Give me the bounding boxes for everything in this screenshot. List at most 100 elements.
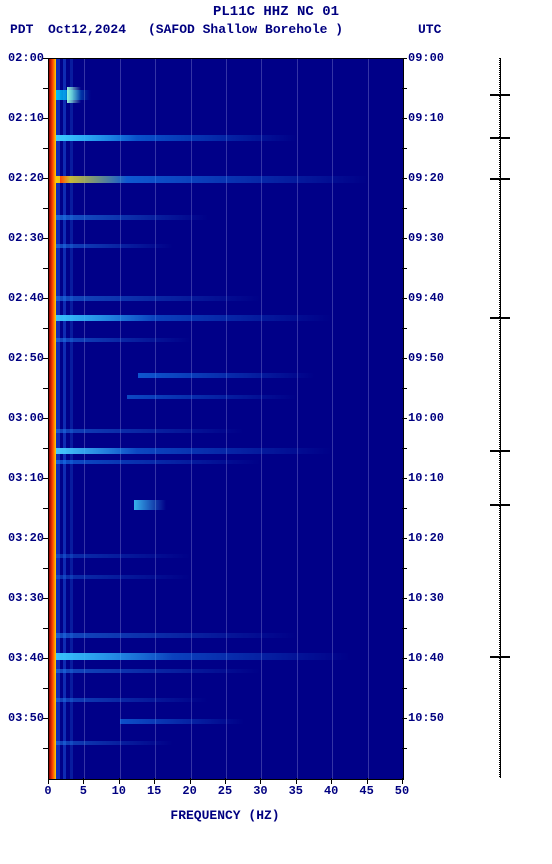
seis-trace — [499, 620, 501, 621]
seis-trace — [499, 552, 501, 553]
seis-trace — [499, 598, 501, 599]
seis-trace — [499, 548, 501, 549]
seis-trace — [499, 68, 501, 69]
seis-trace — [499, 644, 501, 645]
seis-trace — [499, 226, 501, 227]
seis-trace — [499, 514, 502, 515]
seis-trace — [499, 308, 500, 309]
seis-trace — [499, 448, 501, 449]
seis-trace — [499, 500, 502, 501]
event-band — [56, 669, 261, 673]
seis-trace — [499, 664, 500, 665]
seis-trace — [499, 66, 500, 67]
seis-trace — [499, 704, 502, 705]
seis-trace — [499, 642, 500, 643]
seis-trace — [499, 262, 501, 263]
low-freq-bar — [49, 59, 56, 779]
seis-trace — [499, 522, 502, 523]
seis-trace — [499, 216, 501, 217]
seis-trace — [499, 400, 500, 401]
seis-trace — [499, 474, 501, 475]
seis-trace — [499, 366, 500, 367]
seis-trace — [499, 584, 501, 585]
seis-trace — [499, 378, 501, 379]
seis-trace — [499, 556, 500, 557]
seis-trace — [499, 686, 501, 687]
seis-trace — [499, 346, 500, 347]
seis-trace — [499, 696, 500, 697]
seis-trace — [499, 750, 502, 751]
event-band — [56, 460, 261, 464]
seis-trace — [499, 214, 501, 215]
y-tick-mark — [402, 628, 407, 629]
seis-trace — [499, 326, 501, 327]
seis-trace — [499, 274, 501, 275]
label-date: Oct12,2024 — [48, 22, 126, 37]
seis-trace — [499, 374, 501, 375]
seis-trace — [499, 728, 501, 729]
label-tz-right: UTC — [418, 22, 441, 37]
seis-trace — [499, 466, 501, 467]
seis-trace — [499, 716, 500, 717]
seis-trace — [499, 344, 501, 345]
seis-trace — [499, 688, 500, 689]
seis-trace — [499, 224, 501, 225]
y-tick-mark — [43, 358, 48, 359]
y-tick-right: 10:30 — [408, 591, 444, 605]
seis-trace — [499, 758, 501, 759]
seis-trace — [499, 266, 501, 267]
seis-trace — [499, 220, 501, 221]
seis-trace — [499, 454, 502, 455]
event-band — [67, 87, 81, 103]
seis-trace — [499, 230, 500, 231]
seis-trace — [499, 480, 501, 481]
seis-trace — [499, 140, 501, 141]
seis-trace — [499, 322, 500, 323]
seis-trace — [499, 372, 502, 373]
seis-trace — [499, 558, 500, 559]
y-tick-right: 09:50 — [408, 351, 444, 365]
seis-trace — [499, 270, 501, 271]
seis-trace — [499, 648, 501, 649]
y-tick-mark — [43, 178, 48, 179]
seis-trace — [499, 566, 501, 567]
event-band — [56, 653, 173, 660]
seis-trace — [499, 102, 501, 103]
y-tick-mark — [43, 298, 48, 299]
y-tick-left: 02:00 — [8, 51, 44, 65]
seismogram-box — [490, 58, 510, 778]
seis-trace — [499, 528, 502, 529]
seis-trace — [499, 142, 501, 143]
seis-trace — [499, 198, 500, 199]
seis-trace — [499, 434, 500, 435]
y-tick-mark — [402, 268, 407, 269]
seis-trace — [499, 706, 500, 707]
seis-trace — [499, 310, 502, 311]
y-tick-mark — [43, 328, 48, 329]
seis-trace — [499, 74, 500, 75]
seis-trace — [499, 342, 501, 343]
seis-trace — [499, 616, 500, 617]
seis-trace — [499, 296, 502, 297]
seis-trace — [499, 524, 502, 525]
seis-trace — [499, 356, 501, 357]
seis-trace — [499, 520, 501, 521]
seis-trace — [499, 502, 501, 503]
y-tick-mark — [402, 208, 407, 209]
seis-trace — [499, 248, 500, 249]
seis-trace — [499, 382, 500, 383]
seis-trace — [499, 368, 501, 369]
seis-trace — [499, 412, 500, 413]
seis-trace — [499, 420, 500, 421]
seis-trace — [499, 690, 500, 691]
y-tick-mark — [402, 508, 407, 509]
seis-trace — [499, 196, 501, 197]
seis-trace — [499, 632, 500, 633]
seis-trace — [499, 478, 500, 479]
seis-trace — [499, 682, 500, 683]
seis-trace — [499, 238, 502, 239]
event-band — [56, 244, 173, 248]
x-tick-label: 45 — [355, 784, 379, 798]
seis-trace — [499, 476, 501, 477]
label-site: (SAFOD Shallow Borehole ) — [148, 22, 343, 37]
